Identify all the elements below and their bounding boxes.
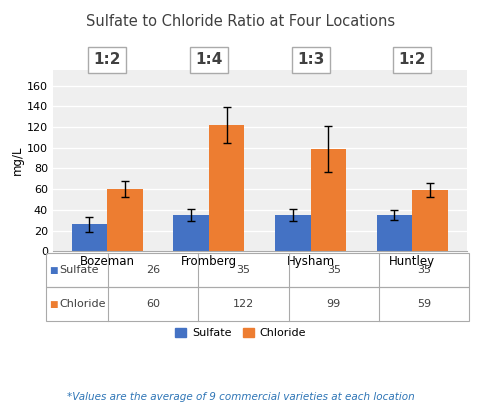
Text: 122: 122 [232,299,253,309]
Text: Chloride: Chloride [59,299,106,309]
Bar [275,215,310,251]
Bar [107,189,143,251]
Bar [310,149,346,251]
Text: 59: 59 [416,299,430,309]
Text: 1:2: 1:2 [93,52,121,67]
Text: ■: ■ [49,300,58,309]
Text: Sulfate: Sulfate [59,265,98,275]
Y-axis label: mg/L: mg/L [11,146,24,176]
Text: 1:4: 1:4 [195,52,222,67]
Text: 60: 60 [146,299,160,309]
Text: 26: 26 [146,265,160,275]
Bar [208,125,244,251]
Text: *Values are the average of 9 commercial varieties at each location: *Values are the average of 9 commercial … [67,392,413,402]
Bar [376,215,411,251]
Text: 1:3: 1:3 [296,52,324,67]
Text: Sulfate to Chloride Ratio at Four Locations: Sulfate to Chloride Ratio at Four Locati… [86,14,394,29]
Text: 35: 35 [326,265,340,275]
Bar [72,225,107,251]
Bar [173,215,208,251]
Text: 99: 99 [326,299,340,309]
Text: 1:2: 1:2 [397,52,425,67]
Text: 35: 35 [416,265,430,275]
Bar [411,190,447,251]
Text: ■: ■ [49,266,58,275]
Text: 35: 35 [236,265,250,275]
Legend: Sulfate, Chloride: Sulfate, Chloride [170,323,310,343]
